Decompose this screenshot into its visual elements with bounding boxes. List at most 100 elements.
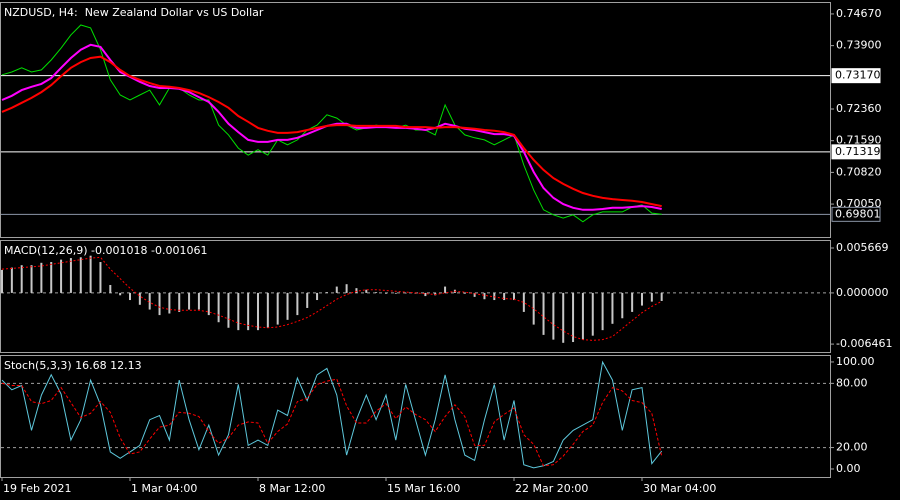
series-line	[1, 24, 662, 223]
histogram-bar	[119, 292, 122, 296]
histogram-bar	[394, 292, 397, 294]
x-tick-label: 30 Mar 04:00	[643, 482, 716, 495]
histogram-bar	[512, 292, 515, 301]
histogram-bar	[128, 292, 131, 301]
histogram-bar	[276, 292, 279, 325]
histogram-bar	[40, 262, 43, 293]
histogram-bar	[483, 292, 486, 300]
price-label-box	[831, 68, 881, 84]
price-label-box	[831, 206, 881, 222]
histogram-bar	[581, 292, 584, 340]
histogram-bar	[10, 267, 13, 293]
histogram-bar	[109, 284, 112, 293]
histogram-bar	[601, 292, 604, 331]
series-line	[1, 360, 663, 469]
histogram-bar	[375, 292, 378, 293]
histogram-bar	[99, 262, 102, 293]
histogram-bar	[50, 262, 53, 293]
panel-title: Stoch(5,3,3) 16.68 12.13	[4, 359, 142, 372]
price-panel	[0, 2, 831, 238]
histogram-bar	[237, 292, 240, 331]
y-tick-label: 0.72360	[836, 102, 882, 115]
histogram-bar	[79, 257, 82, 293]
price-label: 0.73170	[835, 69, 881, 82]
histogram-bar	[542, 292, 545, 335]
histogram-bar	[168, 292, 171, 314]
series-line	[1, 256, 662, 341]
histogram-bar	[335, 286, 338, 293]
histogram-bar	[611, 292, 614, 324]
histogram-bar	[463, 292, 466, 294]
histogram-bar	[444, 286, 447, 293]
y-tick-label: 0.70820	[836, 165, 882, 178]
histogram-bar	[562, 292, 565, 343]
histogram-bar	[89, 255, 92, 293]
histogram-bar	[404, 292, 407, 294]
histogram-bar	[69, 258, 72, 293]
y-tick-label: 0.74670	[836, 7, 882, 20]
series-line	[1, 55, 662, 208]
histogram-bar	[30, 265, 33, 293]
histogram-bar	[1, 269, 3, 293]
histogram-bar	[286, 292, 289, 320]
y-tick-label: 20.00	[836, 441, 868, 454]
histogram-bar	[60, 259, 63, 293]
macd-panel	[0, 240, 831, 353]
y-tick-label: 0.000000	[836, 286, 889, 299]
histogram-bar	[424, 292, 427, 297]
histogram-bar	[591, 292, 594, 336]
histogram-bar	[256, 292, 259, 331]
y-tick-label: 0.73900	[836, 39, 882, 52]
histogram-bar	[207, 292, 210, 316]
histogram-bar	[158, 292, 161, 316]
histogram-bar	[197, 292, 200, 310]
histogram-bar	[217, 292, 220, 323]
y-tick-label: 80.00	[836, 376, 868, 389]
y-tick-label: -0.006461	[836, 337, 892, 350]
histogram-bar	[552, 292, 555, 340]
x-tick-label: 8 Mar 12:00	[259, 482, 325, 495]
histogram-bar	[572, 292, 575, 343]
histogram-bar	[316, 292, 319, 301]
stoch-panel	[0, 355, 831, 478]
y-tick-label: 0.71590	[836, 134, 882, 147]
x-tick-label: 1 Mar 04:00	[131, 482, 197, 495]
y-tick-label: 0.00	[836, 462, 861, 475]
series-line	[1, 378, 663, 467]
histogram-bar	[640, 292, 643, 306]
price-label: 0.71319	[835, 145, 881, 158]
histogram-bar	[325, 292, 328, 293]
histogram-bar	[227, 292, 230, 328]
panel-title: MACD(12,26,9) -0.001018 -0.001061	[4, 244, 207, 257]
histogram-bar	[178, 292, 181, 312]
y-tick-label: 100.00	[836, 355, 875, 368]
histogram-bar	[503, 292, 506, 301]
histogram-bar	[650, 292, 653, 302]
x-tick-label: 15 Mar 16:00	[387, 482, 460, 495]
histogram-bar	[660, 292, 663, 301]
price-label-box	[831, 144, 881, 160]
histogram-bar	[266, 292, 269, 328]
histogram-bar	[355, 288, 358, 293]
histogram-bar	[384, 292, 387, 294]
histogram-bar	[148, 292, 151, 310]
histogram-bar	[138, 292, 141, 305]
histogram-bar	[621, 292, 624, 319]
price-label: 0.69801	[835, 207, 881, 220]
histogram-bar	[365, 289, 368, 293]
histogram-bar	[522, 292, 525, 312]
histogram-bar	[247, 292, 250, 331]
histogram-bar	[473, 292, 476, 297]
histogram-bar	[296, 292, 299, 316]
x-tick-label: 19 Feb 2021	[3, 482, 71, 495]
histogram-bar	[631, 292, 634, 312]
histogram-bar	[188, 292, 191, 310]
histogram-bar	[306, 292, 309, 308]
x-tick-label: 22 Mar 20:00	[515, 482, 588, 495]
histogram-bar	[532, 292, 535, 325]
histogram-bar	[20, 265, 23, 293]
panel-title: NZDUSD, H4: New Zealand Dollar vs US Dol…	[4, 6, 264, 19]
histogram-bar	[345, 284, 348, 293]
